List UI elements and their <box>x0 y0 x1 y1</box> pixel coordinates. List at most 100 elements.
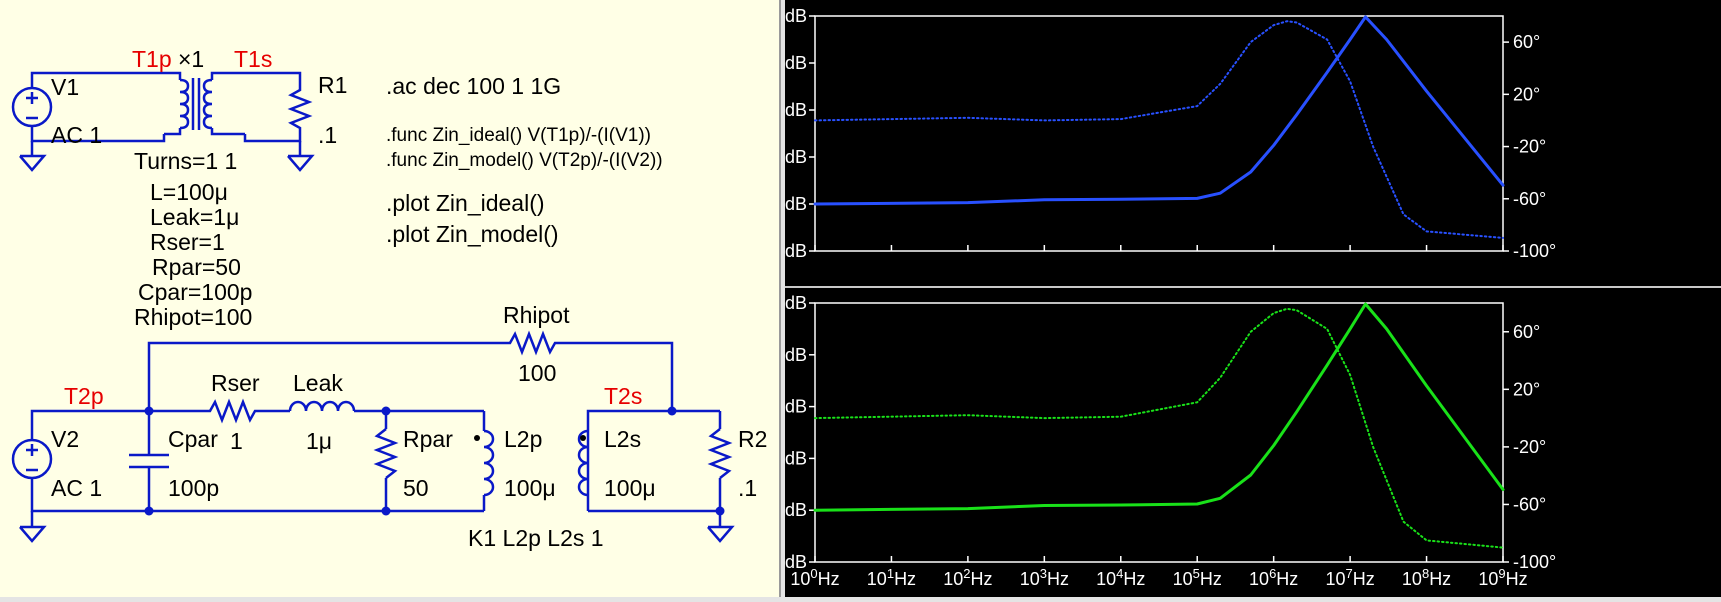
waveform-canvas[interactable]: 40dB 30dB 20dB 10dB 0dB -10dB 60° 20° -20° -60° -1… <box>750 0 1721 597</box>
x-tick-label: 107Hz <box>1325 566 1374 589</box>
phase-trace-ideal[interactable] <box>814 307 1504 549</box>
phase-trace-model[interactable] <box>814 20 1504 239</box>
leak-inductor[interactable] <box>288 400 356 412</box>
net-label-t1s: T1s <box>234 46 272 72</box>
y-tick-label: 10dB <box>785 147 807 167</box>
transformer-t1[interactable] <box>164 71 245 136</box>
wire-t2p <box>30 409 149 440</box>
y2-tick-label: 60° <box>1513 322 1540 342</box>
y2-tick-label: 20° <box>1513 379 1540 399</box>
param-leak: Leak=1μ <box>150 204 239 230</box>
y2-tick-label: 20° <box>1513 84 1540 104</box>
x-tick-label: 102Hz <box>943 566 992 589</box>
x-tick-label: 104Hz <box>1096 566 1145 589</box>
directive-coupling[interactable]: K1 L2p L2s 1 <box>468 525 604 551</box>
wire-rhipot-left <box>147 341 503 411</box>
r1-name: R1 <box>318 72 347 98</box>
plot-pane-zin-model[interactable]: 40dB 30dB 20dB 10dB 0dB -10dB 60° 20° -20° -60° -1… <box>750 6 1556 261</box>
junction-dots <box>144 406 725 516</box>
net-label-t1p: T1p <box>132 46 172 72</box>
wire-rhipot-right <box>562 341 674 411</box>
rser-name: Rser <box>211 370 260 396</box>
x-tick-label: 106Hz <box>1249 566 1298 589</box>
rpar-resistor[interactable] <box>373 411 399 511</box>
v2-name: V2 <box>51 426 79 452</box>
l2p-value: 100μ <box>504 475 556 501</box>
y2-tick-label: -20° <box>1513 437 1546 457</box>
l2s-value: 100μ <box>604 475 656 501</box>
cpar-name: Cpar <box>168 426 218 452</box>
param-rser: Rser=1 <box>150 229 225 255</box>
ground-icon <box>19 525 47 543</box>
plot-pane-zin-ideal[interactable]: 100Hz 101Hz 102Hz 103Hz 104Hz 105Hz 106Hz 107Hz… <box>750 293 1556 589</box>
leak-name: Leak <box>293 370 343 396</box>
v2-value: AC 1 <box>51 475 102 501</box>
rhipot-resistor[interactable] <box>503 330 562 356</box>
y-tick-label: 0dB <box>785 194 807 214</box>
net-label-t2p: T2p <box>64 383 104 409</box>
ground-icon <box>19 154 47 172</box>
param-rpar: Rpar=50 <box>152 254 241 280</box>
x-tick-label: 100Hz <box>790 566 839 589</box>
l2p-name: L2p <box>504 426 542 452</box>
y-tick-label: 30dB <box>785 53 807 73</box>
y2-tick-label: -20° <box>1513 137 1546 157</box>
waveform-viewer[interactable]: 40dB 30dB 20dB 10dB 0dB -10dB 60° 20° -20° -60° -1… <box>750 0 1721 597</box>
plot-frame <box>814 15 1504 252</box>
v1-value: AC 1 <box>51 122 102 148</box>
magnitude-trace-ideal[interactable] <box>813 302 1505 512</box>
y2-tick-label: 60° <box>1513 32 1540 52</box>
param-rhipot: Rhipot=100 <box>134 304 252 330</box>
y-tick-label: -10dB <box>785 552 807 572</box>
directive-plot-model[interactable]: .plot Zin_model() <box>386 221 559 247</box>
wire-t1s <box>245 71 302 82</box>
plot-frame <box>814 302 1504 563</box>
x-tick-label: 108Hz <box>1402 566 1451 589</box>
r1-resistor[interactable] <box>287 82 313 134</box>
transformer-ratio-mark: ×1 <box>178 46 204 72</box>
rhipot-name: Rhipot <box>503 302 570 328</box>
y-tick-label: 20dB <box>785 100 807 120</box>
rser-resistor[interactable] <box>205 398 264 424</box>
l2p-inductor[interactable] <box>474 411 495 511</box>
v1-source[interactable] <box>11 86 53 128</box>
directive-plot-ideal[interactable]: .plot Zin_ideal() <box>386 190 545 216</box>
y-tick-label: 40dB <box>785 6 807 26</box>
y-tick-label: 40dB <box>785 293 807 313</box>
l2s-inductor[interactable] <box>577 429 589 497</box>
directive-func-ideal[interactable]: .func Zin_ideal() V(T1p)/-(I(V1)) <box>386 125 651 146</box>
y-tick-label: -10dB <box>785 241 807 261</box>
wire-r1-return <box>243 134 302 143</box>
param-l: L=100μ <box>150 179 228 205</box>
y2-tick-label: -60° <box>1513 494 1546 514</box>
ground-icon <box>707 525 735 543</box>
rpar-name: Rpar <box>403 426 453 452</box>
x-tick-label: 109Hz <box>1478 566 1527 589</box>
directive-ac[interactable]: .ac dec 100 1 1G <box>386 73 561 99</box>
l2s-name: L2s <box>604 426 641 452</box>
r2-resistor[interactable] <box>707 411 733 511</box>
transformer-model-params: L=100μ Leak=1μ Rser=1 Rpar=50 Cpar=100p … <box>134 179 252 330</box>
y2-tick-label: -60° <box>1513 189 1546 209</box>
y2-tick-label: -100° <box>1513 241 1556 261</box>
magnitude-trace-model[interactable] <box>813 15 1505 206</box>
schematic-canvas[interactable]: T1p ×1 T1s V1 AC 1 R1 .1 Turns=1 1 L=100… <box>0 0 781 597</box>
v2-source[interactable] <box>11 438 53 480</box>
cpar-value: 100p <box>168 475 219 501</box>
schematic-editor[interactable]: T1p ×1 T1s V1 AC 1 R1 .1 Turns=1 1 L=100… <box>0 0 781 597</box>
rser-value: 1 <box>230 428 243 454</box>
leak-value: 1μ <box>306 428 332 454</box>
rpar-value: 50 <box>403 475 429 501</box>
x-tick-label: 105Hz <box>1173 566 1222 589</box>
cpar-capacitor[interactable] <box>129 411 169 511</box>
transformer-turns: Turns=1 1 <box>134 148 237 174</box>
y2-tick-label: -100° <box>1513 552 1556 572</box>
directive-func-model[interactable]: .func Zin_model() V(T2p)/-(I(V2)) <box>386 150 663 171</box>
rhipot-value: 100 <box>518 360 556 386</box>
y-tick-label: 30dB <box>785 345 807 365</box>
r2-value: .1 <box>738 475 757 501</box>
wire-v1-return <box>30 126 166 143</box>
x-tick-label: 101Hz <box>867 566 916 589</box>
wire-t2s <box>586 409 720 511</box>
param-cpar: Cpar=100p <box>138 279 252 305</box>
